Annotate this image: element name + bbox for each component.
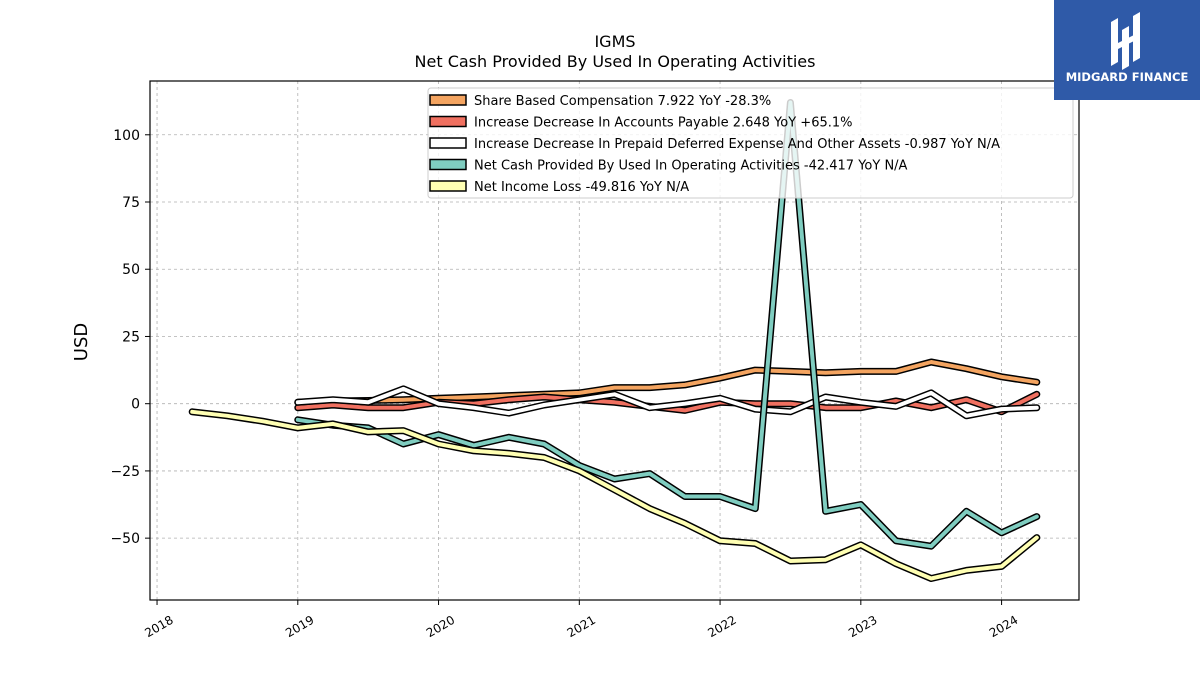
series-line — [190, 409, 1039, 581]
series-group — [188, 99, 1041, 582]
x-tick-label: 2019 — [283, 613, 316, 640]
y-tick-label: 100 — [113, 128, 140, 144]
y-axis-label: USD — [71, 323, 92, 361]
legend-swatch — [429, 94, 467, 106]
legend: Share Based Compensation 7.922 YoY -28.3… — [427, 87, 1074, 199]
series-line — [295, 386, 1039, 418]
y-tick-label: 25 — [122, 329, 140, 345]
legend-box — [427, 87, 1074, 199]
logo-text: MIDGARD FINANCE — [1065, 70, 1189, 84]
midgard-finance-logo: MIDGARD FINANCE — [1054, 0, 1200, 100]
x-tick-label: 2023 — [846, 613, 879, 640]
legend-label: Increase Decrease In Accounts Payable 2.… — [474, 116, 853, 131]
x-tick-label: 2024 — [987, 613, 1020, 640]
legend-swatch — [429, 180, 467, 192]
legend-swatch — [429, 115, 467, 128]
x-tick-label: 2021 — [565, 613, 598, 640]
legend-swatch — [429, 137, 467, 149]
y-tick-label: −50 — [110, 531, 140, 547]
legend-swatch — [429, 158, 467, 171]
y-tick-label: 75 — [122, 195, 140, 211]
legend-label: Net Cash Provided By Used In Operating A… — [474, 159, 908, 174]
legend-label: Share Based Compensation 7.922 YoY -28.3… — [474, 94, 771, 109]
y-tick-label: 50 — [122, 262, 140, 278]
x-tick-label: 2020 — [424, 613, 457, 640]
chart-subtitle: Net Cash Provided By Used In Operating A… — [415, 52, 816, 71]
y-tick-label: −25 — [110, 464, 140, 480]
legend-label: Increase Decrease In Prepaid Deferred Ex… — [474, 137, 1000, 152]
logo-mark-icon — [1111, 12, 1140, 70]
axes: 2018 2019 2020 2021 2022 2023 2024 100 75 50 25 0 −2… — [110, 128, 1020, 640]
x-tick-label: 2022 — [705, 613, 738, 640]
chart-title: IGMS — [594, 32, 635, 51]
y-tick-label: 0 — [131, 397, 140, 413]
series-line-outline — [188, 408, 1041, 582]
x-tick-label: 2018 — [142, 613, 175, 640]
legend-label: Net Income Loss -49.816 YoY N/A — [474, 180, 689, 195]
series-increase-decrease-in-prepaid-deferred-expense-and-other-assets — [294, 385, 1041, 420]
plot-frame — [149, 80, 1080, 601]
series-net-income-loss — [188, 408, 1041, 582]
